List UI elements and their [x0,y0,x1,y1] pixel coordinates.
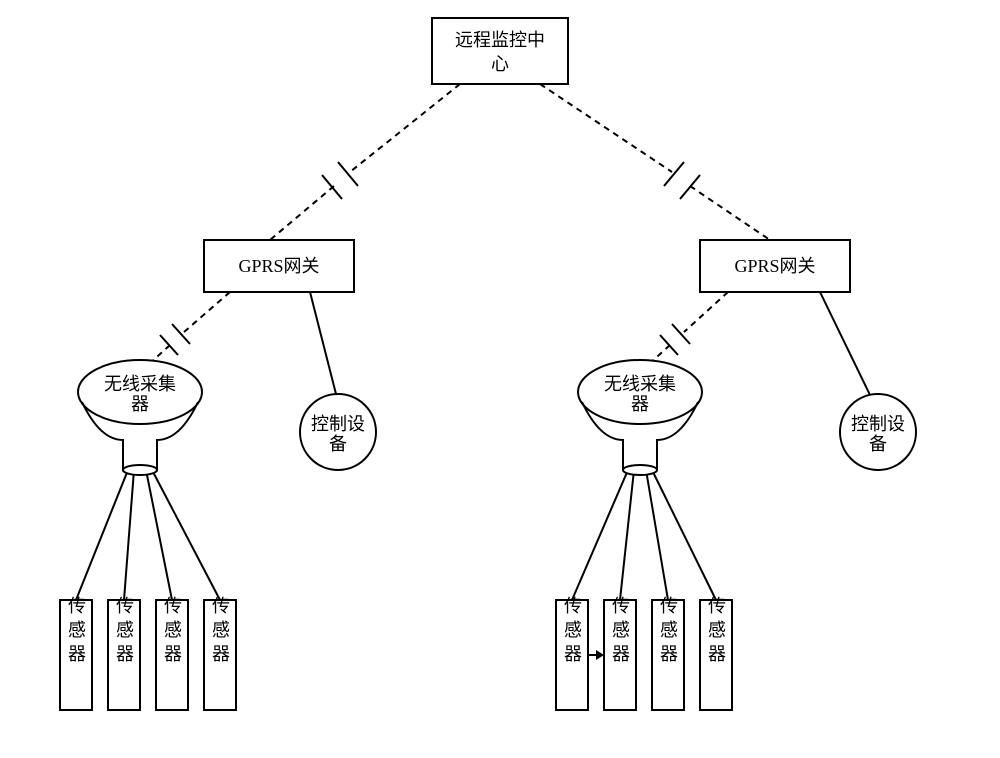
svg-text:传感器: 传感器 [562,596,582,668]
collector-left-label-2: 器 [131,394,149,414]
edge-collector-left-sensor-0 [76,470,128,600]
node-collector-left: 无线采集 器 [78,360,202,475]
node-control-left: 控制设 备 [300,394,376,470]
edge-gateway-right-control-right [820,292,870,395]
edge-collector-right-sensor-0 [572,470,628,600]
sensor-left-2: 传感器 [156,596,188,710]
control-right-label-2: 备 [869,434,887,454]
node-root: 远程监控中 心 [432,18,568,84]
sensor-left-0: 传感器 [60,596,92,710]
node-gateway-right: GPRS网关 [700,240,850,292]
edge-collector-left-sensor-1 [124,470,134,600]
control-left-label-2: 备 [329,434,347,454]
edge-collector-left-sensor-2 [146,470,172,600]
sensor-group-left: 传感器 传感器 传感器 传感器 [60,596,236,710]
sensor-left-3: 传感器 [204,596,236,710]
edge-gateway-left-collector-left [148,292,230,365]
sensor-right-2: 传感器 [652,596,684,710]
edge-gateway-right-collector-right [648,292,728,365]
gateway-left-label: GPRS网关 [238,256,319,276]
edge-collector-left-sensor-3 [152,470,220,600]
gateway-right-label: GPRS网关 [734,256,815,276]
svg-text:传感器: 传感器 [162,596,182,668]
diagram-canvas: 远程监控中 心 GPRS网关 GPRS网关 无线采集 器 无线采集 器 控制设 … [0,0,1000,758]
collector-right-label-1: 无线采集 [604,374,676,394]
edge-collector-right-sensor-2 [646,470,668,600]
svg-text:传感器: 传感器 [114,596,134,668]
root-label-line1: 远程监控中 [455,30,545,50]
sensor-right-3: 传感器 [700,596,732,710]
collector-right-label-2: 器 [631,394,649,414]
edge-root-gateway-right [540,84,770,240]
svg-text:传感器: 传感器 [610,596,630,668]
root-label-line2: 心 [491,54,509,74]
node-collector-right: 无线采集 器 [578,360,702,475]
sensor-group-right: 传感器 传感器 传感器 传感器 [556,596,732,710]
svg-text:传感器: 传感器 [658,596,678,668]
sensor-right-1: 传感器 [604,596,636,710]
edge-collector-right-sensor-1 [620,470,634,600]
edge-gateway-left-control-left [310,292,336,394]
control-right-label-1: 控制设 [851,414,905,434]
collector-left-label-1: 无线采集 [104,374,176,394]
svg-text:传感器: 传感器 [210,596,230,668]
svg-text:传感器: 传感器 [706,596,726,668]
control-left-label-1: 控制设 [311,414,365,434]
edge-collector-right-sensor-3 [652,470,716,600]
node-gateway-left: GPRS网关 [204,240,354,292]
edge-root-gateway-left [270,84,460,240]
sensor-left-1: 传感器 [108,596,140,710]
arrow-sensor-right-0-1 [588,650,604,660]
svg-text:传感器: 传感器 [66,596,86,668]
sensor-right-0: 传感器 [556,596,588,710]
node-control-right: 控制设 备 [840,394,916,470]
